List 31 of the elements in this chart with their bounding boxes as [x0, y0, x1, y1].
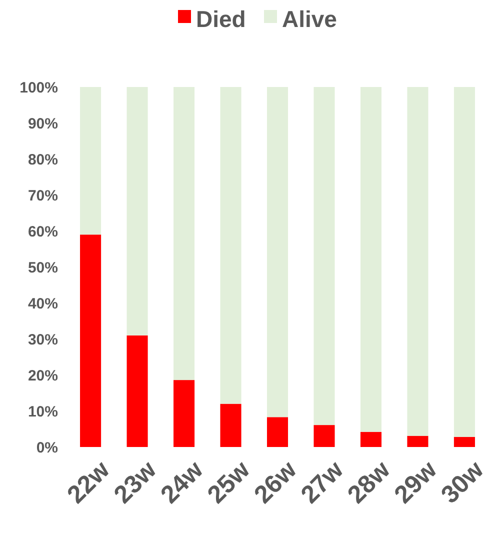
- legend-label: Died: [196, 6, 246, 32]
- y-tick-label: 100%: [20, 79, 58, 96]
- y-tick-label: 30%: [28, 331, 58, 348]
- bar: [266, 87, 288, 418]
- bar: [454, 436, 475, 447]
- y-tick-label: 20%: [28, 367, 58, 384]
- bar: [174, 380, 195, 447]
- y-tick-label: 10%: [28, 403, 58, 420]
- bar: [80, 234, 102, 447]
- bar: [126, 87, 148, 336]
- bar: [174, 87, 195, 380]
- y-tick-label: 0%: [36, 439, 58, 456]
- bar: [454, 87, 475, 437]
- bar: [314, 87, 335, 426]
- y-tick-label: 80%: [28, 151, 58, 168]
- bar: [266, 417, 288, 447]
- bar: [407, 87, 428, 436]
- legend-label: Alive: [282, 6, 337, 32]
- y-tick-label: 70%: [28, 187, 58, 204]
- bar: [314, 425, 335, 447]
- y-tick-label: 90%: [28, 115, 58, 132]
- bar: [80, 87, 102, 235]
- bar: [220, 87, 242, 404]
- y-tick-label: 40%: [28, 295, 58, 312]
- bar: [126, 335, 148, 447]
- bar: [360, 87, 382, 432]
- y-tick-label: 50%: [28, 259, 58, 276]
- bar: [220, 404, 242, 447]
- y-tick-label: 60%: [28, 223, 58, 240]
- bar: [360, 432, 382, 447]
- bar: [407, 436, 428, 447]
